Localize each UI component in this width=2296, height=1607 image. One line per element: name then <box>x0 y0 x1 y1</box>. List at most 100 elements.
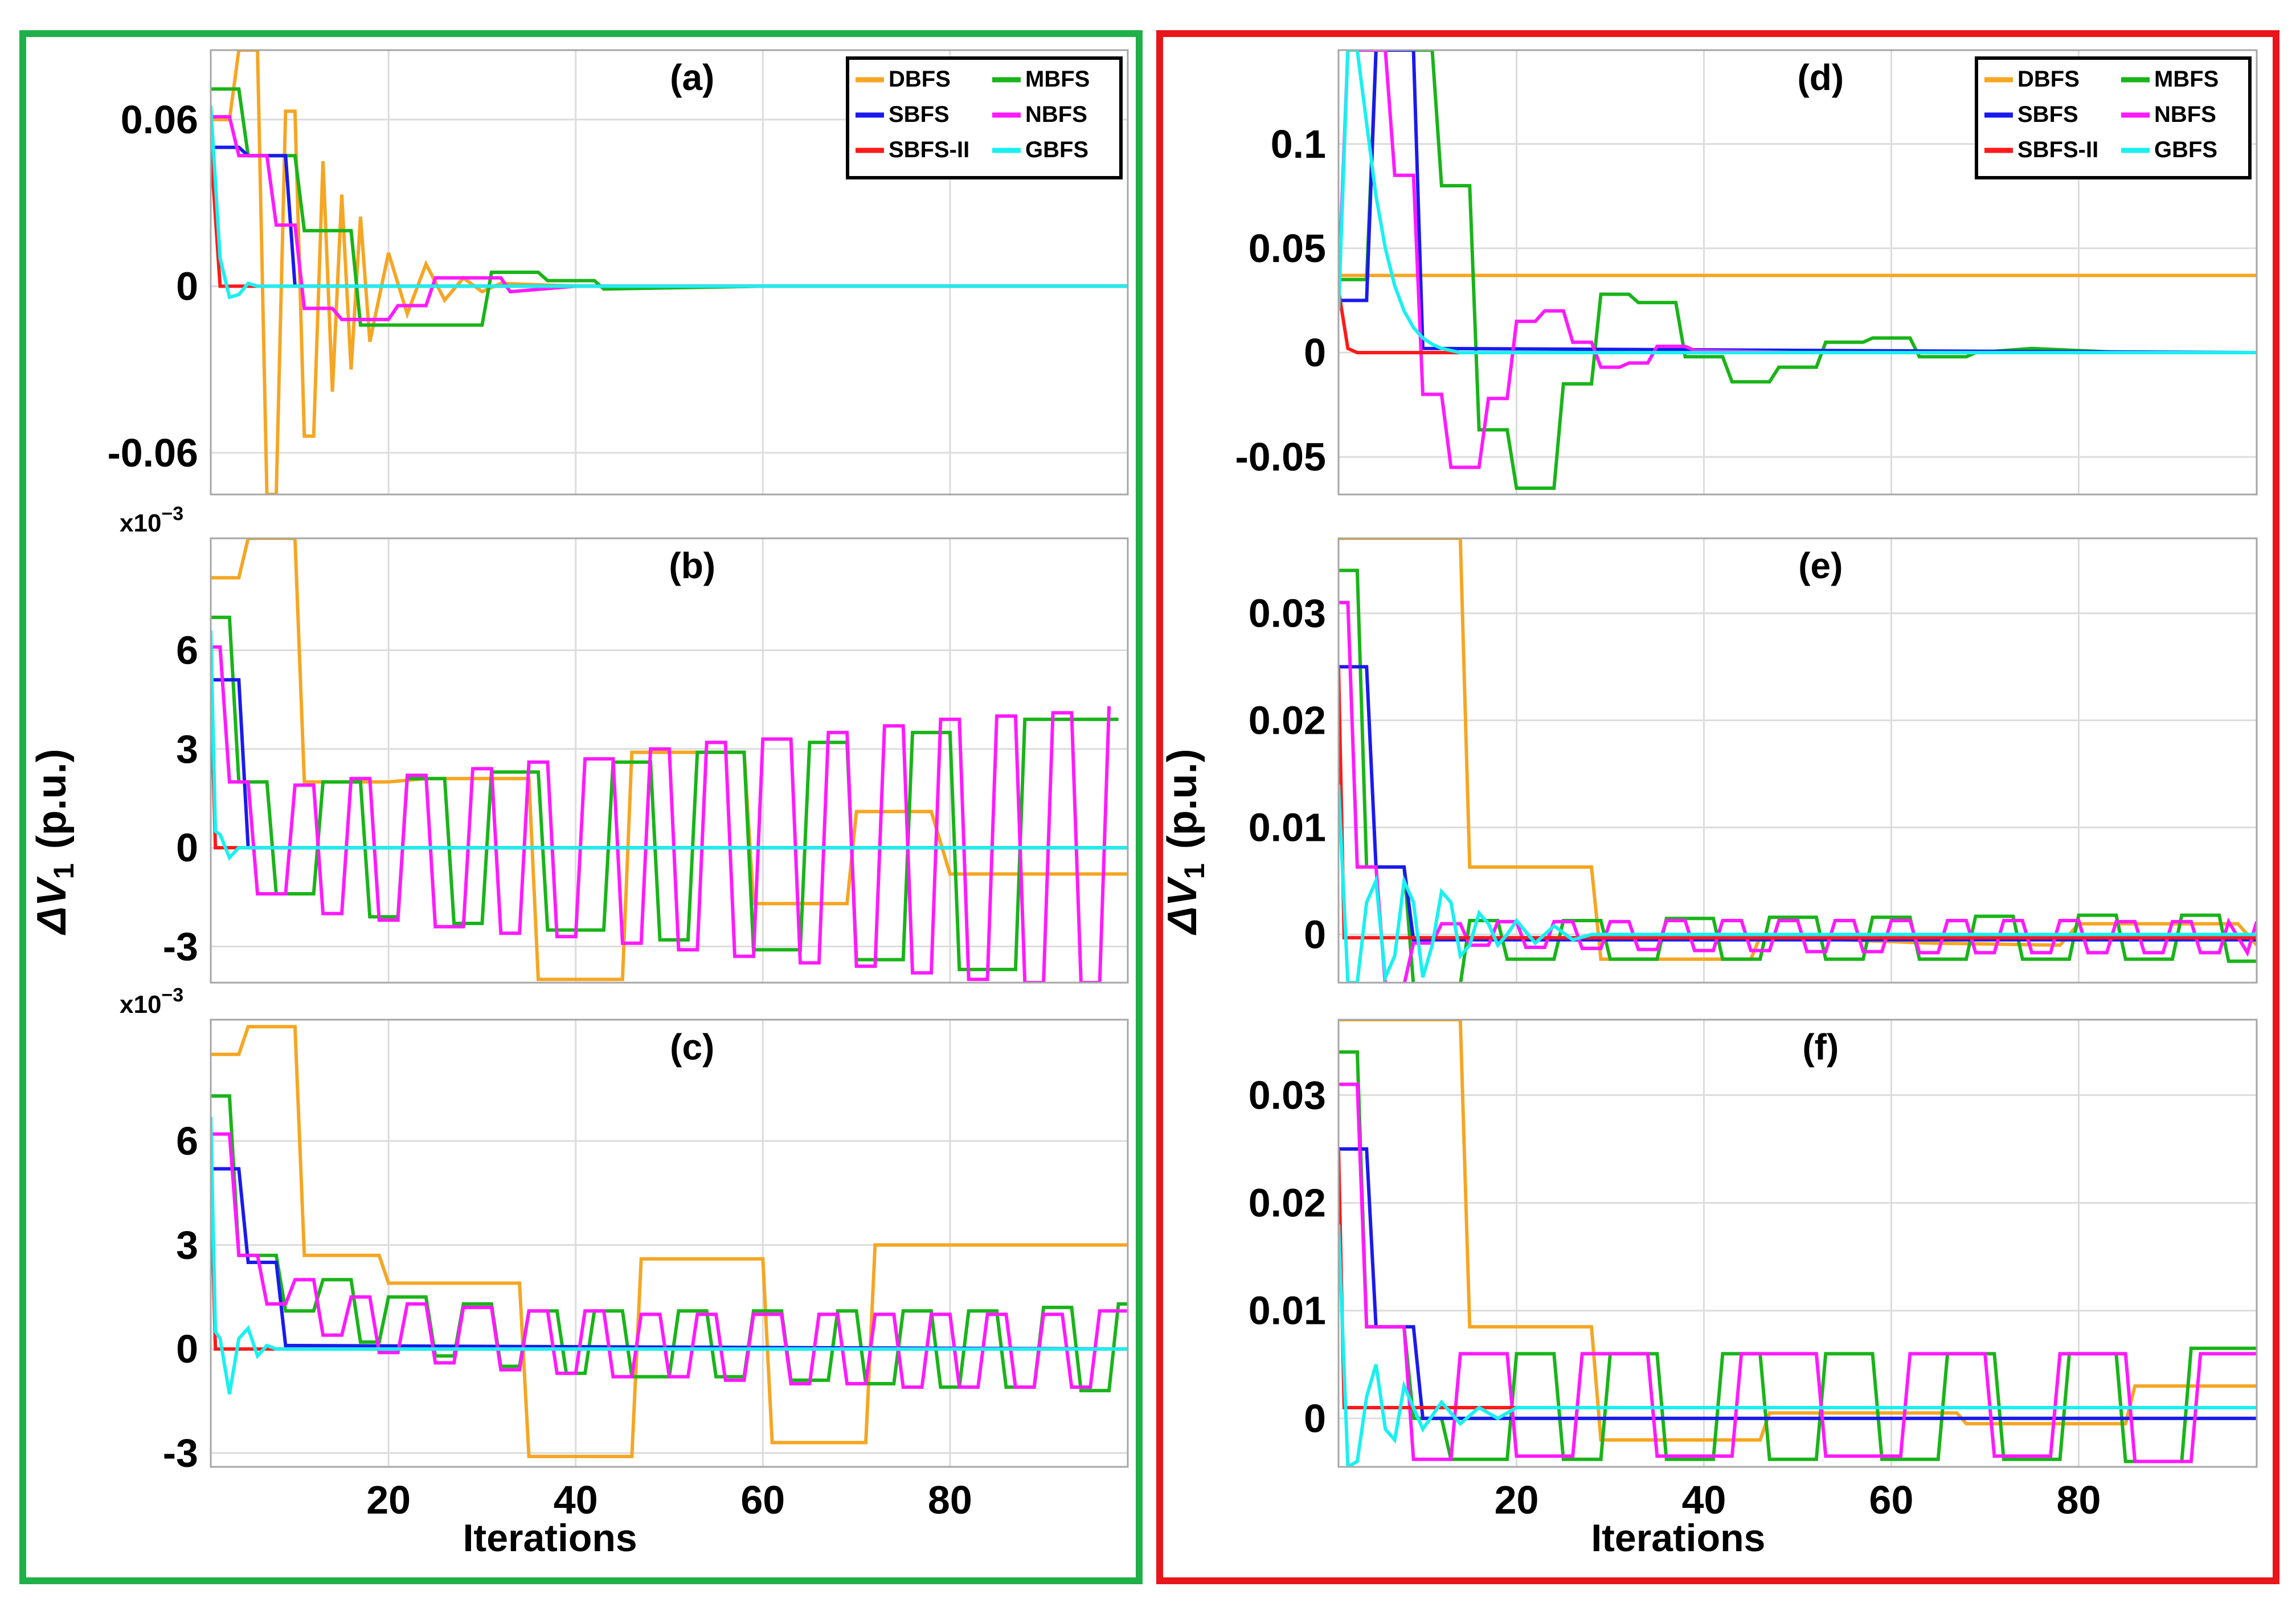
series-group <box>211 1025 1128 1458</box>
series-line-gbfs <box>1339 50 2257 354</box>
panel-e: 0.03 0.02 0.01 0 (e) <box>1249 537 2258 984</box>
y-tick-label: 0 <box>176 1327 198 1371</box>
y-tick-label: 0.01 <box>1249 805 1326 849</box>
panel-f: 0.03 0.02 0.01 0 20 40 60 80 Iterations (f) <box>1249 1019 2258 1560</box>
x-tick-label: 40 <box>1682 1478 1726 1522</box>
panel-label: (a) <box>670 57 714 98</box>
legend-box <box>1975 56 2252 179</box>
legend-label-nbfs: NBFS <box>2154 102 2216 127</box>
series-line-mbfs <box>1339 569 2257 983</box>
legend-label-mbfs: MBFS <box>2154 67 2219 92</box>
series-group <box>211 538 1128 983</box>
y-tick-label: 0 <box>1304 912 1326 956</box>
panel-label: (d) <box>1797 57 1844 98</box>
y-tick-label: 6 <box>176 1119 198 1163</box>
panel-label: (f) <box>1802 1027 1839 1068</box>
series-group <box>1339 1020 2257 1467</box>
y-tick-label: -0.05 <box>1235 435 1326 479</box>
series-line-nbfs <box>211 115 1128 321</box>
x-axis-label: Iterations <box>1591 1516 1765 1560</box>
series-line-sbfs <box>211 1167 1128 1351</box>
axes-box <box>210 537 1129 984</box>
y-tick-label: 3 <box>176 727 198 771</box>
x-tick-label: 20 <box>366 1478 411 1522</box>
panel-d: 0.1 0.05 0 -0.05 (d) DBFS MBFS SBFS NBFS SBFS-II G… <box>1235 49 2258 496</box>
y-tick-label: 0 <box>1304 1396 1326 1441</box>
series-group <box>1339 50 2257 490</box>
series-group <box>1339 538 2257 983</box>
series-line-dbfs <box>211 538 1128 982</box>
series-line-mbfs <box>211 1094 1128 1393</box>
series-line-gbfs <box>1339 1224 2257 1467</box>
y-tick-label: 0.03 <box>1249 1073 1326 1117</box>
series-line-nbfs <box>1339 600 2257 983</box>
x-tick-label: 80 <box>928 1478 972 1522</box>
legend-label-sbfs: SBFS <box>2017 102 2078 127</box>
axis-multiplier: x10−3 <box>120 984 183 1019</box>
panel-label: (b) <box>669 545 715 586</box>
legend: DBFS MBFS SBFS NBFS SBFS-II GBFS <box>846 56 1123 179</box>
y-tick-label: 0.02 <box>1249 698 1326 743</box>
series-line-nbfs <box>1339 1082 2257 1463</box>
y-tick-label: 0 <box>176 264 198 308</box>
series-line-nbfs <box>211 645 1111 983</box>
y-tick-label: 6 <box>176 628 198 672</box>
legend: DBFS MBFS SBFS NBFS SBFS-II GBFS <box>1975 56 2252 179</box>
axes-box <box>210 49 1129 496</box>
legend-label-dbfs: DBFS <box>2017 67 2080 92</box>
panel-label: (e) <box>1798 545 1843 586</box>
y-tick-label: 0.1 <box>1271 122 1326 166</box>
legend-label-sbfs: SBFS <box>889 102 949 127</box>
axes-box <box>210 1019 1129 1468</box>
series-line-sbfs <box>1339 665 2257 942</box>
y-tick-label: -3 <box>163 1431 198 1475</box>
y-tick-label: -0.06 <box>107 431 198 475</box>
series-line-gbfs <box>211 1117 1128 1395</box>
y-tick-label: 0 <box>1304 330 1326 375</box>
y-tick-label: 0 <box>176 825 198 870</box>
axes-box <box>1337 537 2258 984</box>
x-tick-label: 20 <box>1495 1478 1539 1522</box>
series-group <box>211 50 1128 494</box>
legend-label-dbfs: DBFS <box>889 67 951 92</box>
series-line-gbfs <box>211 105 1128 300</box>
plot-area <box>1339 1020 2257 1467</box>
y-tick-label: 0.05 <box>1249 226 1326 271</box>
panel-b: 6 3 0 -3 x10−3 (b) <box>120 503 1129 984</box>
y-axis-title-right: ΔV1(p.u.) <box>1160 749 1210 935</box>
axis-multiplier: x10−3 <box>120 503 183 537</box>
panel-label: (c) <box>670 1027 714 1068</box>
legend-label-sbfs-ii: SBFS-II <box>2017 137 2098 162</box>
y-tick-label: 0.01 <box>1249 1289 1326 1333</box>
x-tick-label: 60 <box>1869 1478 1914 1522</box>
right-group-frame <box>1156 30 2279 1584</box>
plot-area <box>1339 538 2257 983</box>
legend-label-sbfs-ii: SBFS-II <box>889 137 969 162</box>
series-line-gbfs <box>211 630 1128 861</box>
y-tick-label: 3 <box>176 1223 198 1267</box>
panels: 0.06 0 -0.06 (a) DBFS MBFS SBFS NBFS SBFS-II GBFS… <box>107 49 2258 1560</box>
y-tick-label: 0.03 <box>1249 591 1326 636</box>
legend-label-gbfs: GBFS <box>2154 137 2217 162</box>
series-line-nbfs <box>211 1132 1128 1389</box>
axes-box <box>1337 1019 2258 1468</box>
axes-box <box>1337 49 2258 496</box>
series-line-sbfs <box>1339 50 2257 354</box>
x-tick-label: 40 <box>554 1478 598 1522</box>
panel-c: 6 3 0 -3 20 40 60 80 Iterations x10−3 (c) <box>120 984 1129 1560</box>
y-tick-label: 0.02 <box>1249 1181 1326 1225</box>
legend-label-gbfs: GBFS <box>1025 137 1088 162</box>
panel-a: 0.06 0 -0.06 (a) DBFS MBFS SBFS NBFS SBFS-II GBFS <box>107 49 1129 496</box>
series-line-gbfs <box>1339 784 2257 983</box>
legend-box <box>846 56 1123 179</box>
x-tick-label: 60 <box>740 1478 785 1522</box>
series-line-dbfs <box>211 1025 1128 1458</box>
legend-label-nbfs: NBFS <box>1025 102 1087 127</box>
y-tick-label: 0.06 <box>121 97 198 142</box>
series-line-nbfs <box>1339 50 2257 469</box>
x-tick-label: 80 <box>2057 1478 2101 1522</box>
left-group-frame <box>19 30 1143 1584</box>
y-axis-title-left: ΔV1(p.u.) <box>29 749 80 935</box>
legend-label-mbfs: MBFS <box>1025 67 1090 92</box>
